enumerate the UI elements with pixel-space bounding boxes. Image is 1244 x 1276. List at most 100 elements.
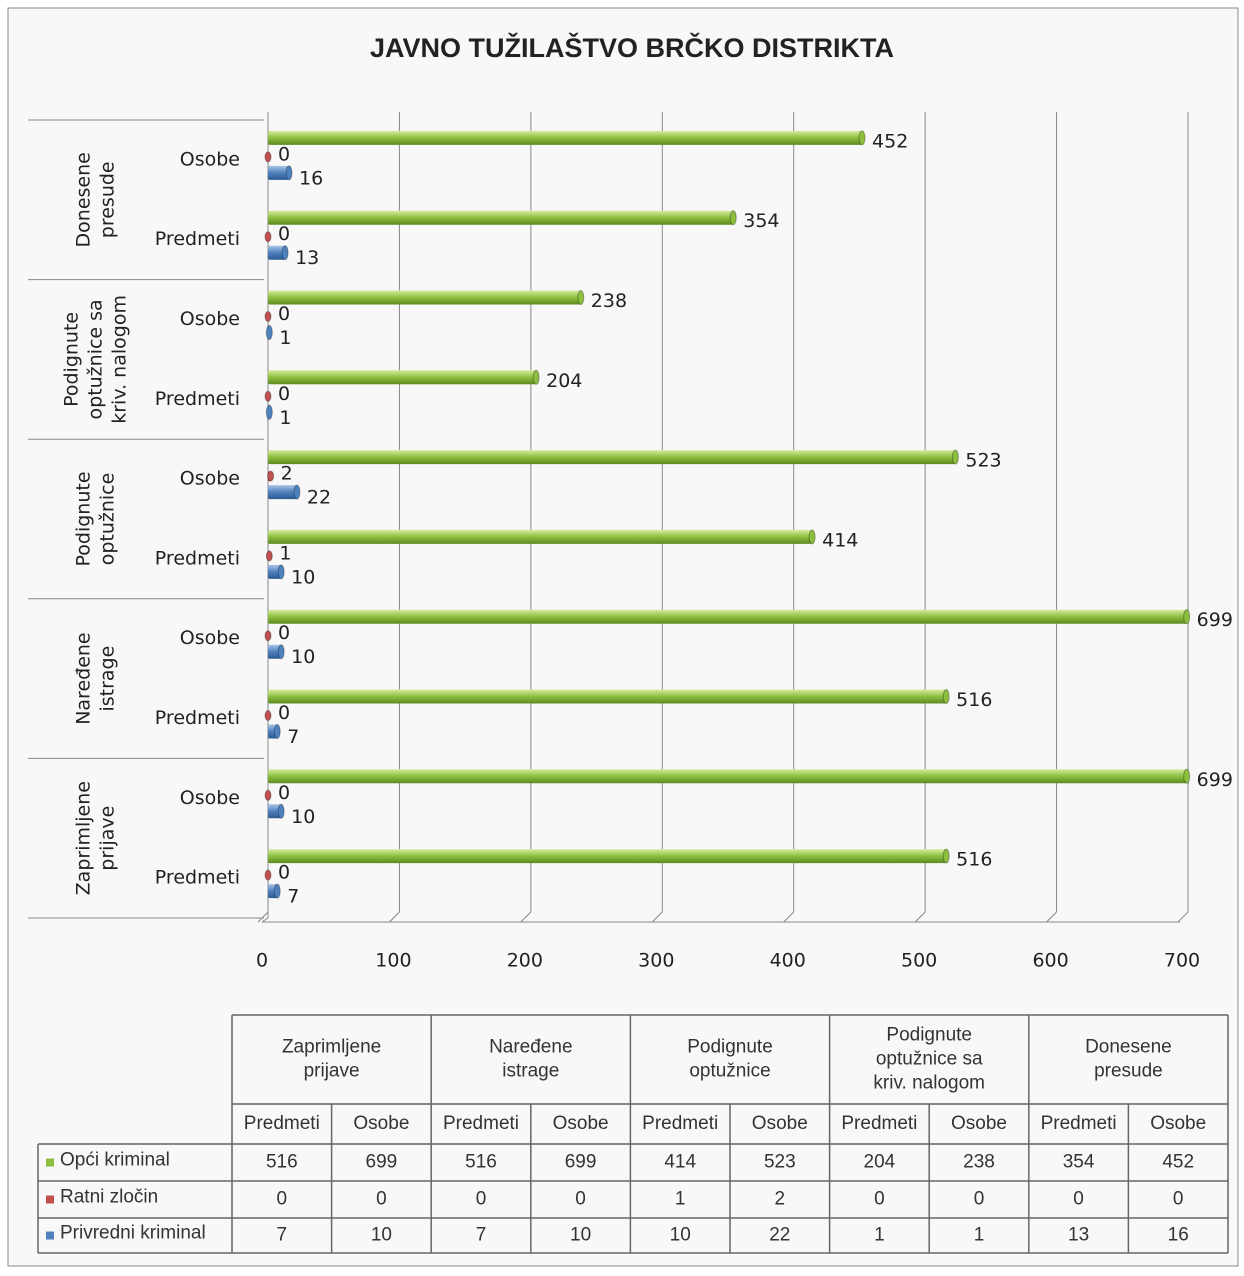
bar — [268, 769, 1187, 784]
data-label: 238 — [591, 290, 627, 312]
bar-cap — [264, 151, 272, 163]
bar-cap — [951, 449, 959, 465]
bar — [268, 290, 581, 305]
chart-title: JAVNO TUŽILAŠTVO BRČKO DISTRIKTA — [370, 32, 894, 63]
group-label: prijave — [97, 806, 119, 871]
table-cell: 10 — [371, 1225, 392, 1246]
bar — [268, 165, 290, 180]
y-tick-label: Osobe — [180, 468, 240, 490]
table-cell: 0 — [476, 1189, 487, 1210]
bar-cap — [264, 710, 272, 721]
legend-label: Opći kriminal — [60, 1150, 170, 1171]
bar-cap — [265, 550, 273, 562]
table-sub-header: Predmeti — [1041, 1113, 1117, 1134]
data-label: 10 — [291, 646, 315, 668]
grid-line-base — [1046, 911, 1057, 923]
bar-cap — [264, 390, 272, 402]
table-cell: 22 — [769, 1225, 790, 1246]
data-label: 516 — [956, 689, 992, 711]
bar-cap — [277, 564, 285, 580]
data-label: 452 — [872, 130, 908, 152]
data-label: 204 — [546, 370, 582, 392]
table-cell: 2 — [775, 1189, 786, 1210]
x-tick-label: 700 — [1164, 950, 1200, 972]
bar-cap — [281, 245, 289, 261]
bar — [268, 450, 956, 465]
table-sub-header: Predmeti — [642, 1113, 718, 1134]
group-label: kriv. nalogom — [109, 295, 131, 424]
bar-cap — [532, 369, 540, 385]
group-label: Naređene — [73, 632, 95, 724]
group-label: optužnice — [97, 473, 119, 566]
data-label: 354 — [743, 210, 779, 232]
legend-swatch — [46, 1158, 54, 1167]
x-tick-label: 0 — [256, 950, 268, 972]
group-label: Zaprimljene — [73, 781, 95, 895]
table-sub-header: Osobe — [553, 1113, 609, 1134]
table-group-header: presude — [1094, 1061, 1163, 1082]
data-label: 0 — [278, 782, 290, 804]
bar-cap — [265, 404, 273, 420]
table-group-header: kriv. nalogom — [873, 1073, 985, 1094]
bar-cap — [293, 484, 301, 500]
x-tick-label: 500 — [901, 950, 937, 972]
grid-line-base — [1177, 911, 1189, 923]
grid-line-base — [389, 911, 400, 923]
table-group-header: optužnice — [689, 1061, 770, 1082]
table-sub-header: Osobe — [752, 1113, 808, 1134]
table-cell: 204 — [864, 1152, 896, 1173]
bar-cap — [264, 869, 272, 881]
table-cell: 414 — [664, 1152, 696, 1173]
bar — [268, 644, 282, 659]
table-cell: 13 — [1068, 1225, 1089, 1246]
data-label: 10 — [291, 806, 315, 828]
group-label: istrage — [97, 646, 119, 712]
data-label: 414 — [822, 529, 858, 551]
table-group-header: optužnice sa — [876, 1049, 983, 1070]
bar — [268, 804, 282, 819]
table-group-header: Donesene — [1085, 1037, 1172, 1058]
bar-cap — [942, 848, 950, 864]
data-label: 2 — [281, 463, 293, 485]
data-label: 0 — [278, 383, 290, 405]
x-tick-label: 400 — [770, 950, 806, 972]
table-group-header: Naređene — [489, 1037, 572, 1058]
bar-cap — [1183, 609, 1191, 625]
bar-cap — [267, 470, 275, 482]
x-tick-label: 300 — [638, 950, 674, 972]
table-cell: 0 — [376, 1189, 387, 1210]
bar-cap — [277, 803, 285, 819]
grid-line-base — [783, 911, 795, 923]
table-cell: 10 — [570, 1225, 591, 1246]
table-cell: 7 — [476, 1225, 487, 1246]
bar — [268, 689, 947, 704]
bar — [268, 849, 947, 864]
table-cell: 354 — [1063, 1152, 1095, 1173]
bar-cap — [942, 689, 950, 704]
x-tick-label: 100 — [375, 950, 411, 972]
bar-cap — [808, 529, 816, 545]
data-label: 516 — [956, 849, 992, 871]
table-cell: 0 — [1073, 1189, 1084, 1210]
table-group-header: istrage — [502, 1061, 559, 1082]
y-tick-label: Predmeti — [155, 867, 240, 889]
table-cell: 238 — [963, 1152, 995, 1173]
bar-cap — [858, 130, 866, 146]
y-tick-label: Osobe — [180, 787, 240, 809]
bar-cap — [264, 789, 272, 801]
table-group-header: prijave — [304, 1061, 360, 1082]
bar-cap — [264, 311, 272, 322]
bar-cap — [265, 325, 273, 340]
y-tick-label: Predmeti — [155, 547, 240, 569]
data-label: 523 — [965, 450, 1001, 472]
table-sub-header: Osobe — [1150, 1113, 1206, 1134]
table-sub-header: Predmeti — [244, 1113, 320, 1134]
table-cell: 523 — [764, 1152, 796, 1173]
data-label: 699 — [1197, 609, 1233, 631]
table-cell: 516 — [465, 1152, 497, 1173]
data-label: 1 — [279, 327, 291, 349]
grid-line-base — [651, 911, 663, 923]
y-tick-label: Predmeti — [155, 228, 240, 250]
data-label: 22 — [307, 487, 331, 509]
bar-cap — [285, 165, 293, 181]
